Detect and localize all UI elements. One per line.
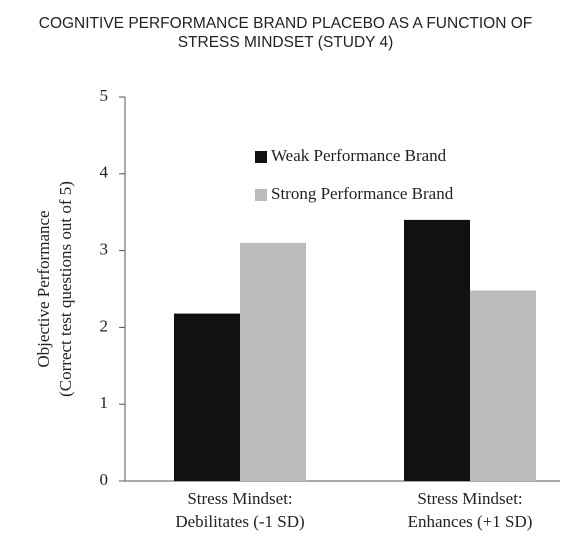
x-tick-label: Stress Mindset: — [187, 489, 292, 508]
y-tick-label: 2 — [100, 316, 109, 335]
legend-label: Weak Performance Brand — [271, 146, 447, 165]
chart-title: COGNITIVE PERFORMANCE BRAND PLACEBO AS A… — [38, 15, 533, 51]
y-tick-label: 4 — [100, 163, 109, 182]
y-tick-label: 0 — [100, 470, 109, 489]
bar — [470, 290, 536, 481]
bar — [240, 242, 306, 481]
bar — [404, 219, 470, 481]
legend-swatch — [255, 189, 267, 201]
y-tick-label: 1 — [100, 393, 109, 412]
y-axis-label: (Correct test questions out of 5) — [56, 181, 75, 397]
legend-label: Strong Performance Brand — [271, 184, 454, 203]
x-tick-label: Enhances (+1 SD) — [408, 512, 533, 531]
y-tick-label: 5 — [100, 86, 109, 105]
x-tick-label: Debilitates (-1 SD) — [175, 512, 304, 531]
bar — [174, 313, 240, 481]
y-axis-label: Objective Performance — [34, 210, 53, 367]
legend-swatch — [255, 151, 267, 163]
y-tick-label: 3 — [100, 240, 109, 259]
x-tick-label: Stress Mindset: — [417, 489, 522, 508]
